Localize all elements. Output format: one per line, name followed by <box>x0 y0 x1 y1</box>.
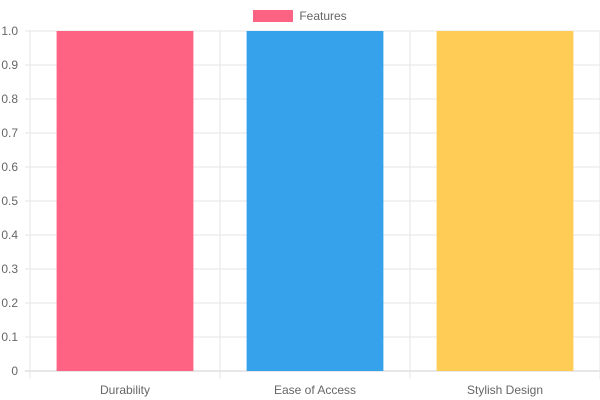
y-tick-label: 0.7 <box>1 126 18 140</box>
legend-swatch <box>253 10 294 22</box>
y-tick-label: 0.4 <box>1 228 18 242</box>
y-tick-label: 0.8 <box>1 92 18 106</box>
bar-ease-of-access <box>246 31 384 371</box>
y-tick-label: 1.0 <box>1 24 18 38</box>
x-tick-label: Stylish Design <box>467 383 543 397</box>
x-tick-label: Durability <box>100 383 150 397</box>
y-tick-label: 0.3 <box>1 262 18 276</box>
y-tick-label: 0.5 <box>1 194 18 208</box>
y-tick-label: 0.6 <box>1 160 18 174</box>
x-tick-label: Ease of Access <box>274 383 356 397</box>
y-tick-label: 0.9 <box>1 58 18 72</box>
y-tick-label: 0.2 <box>1 296 18 310</box>
bar-stylish-design <box>436 31 574 371</box>
legend-label: Features <box>299 9 347 23</box>
legend[interactable]: Features <box>0 9 600 23</box>
bar-durability <box>56 31 194 371</box>
y-tick-label: 0.1 <box>1 330 18 344</box>
y-tick-label: 0 <box>11 364 18 378</box>
